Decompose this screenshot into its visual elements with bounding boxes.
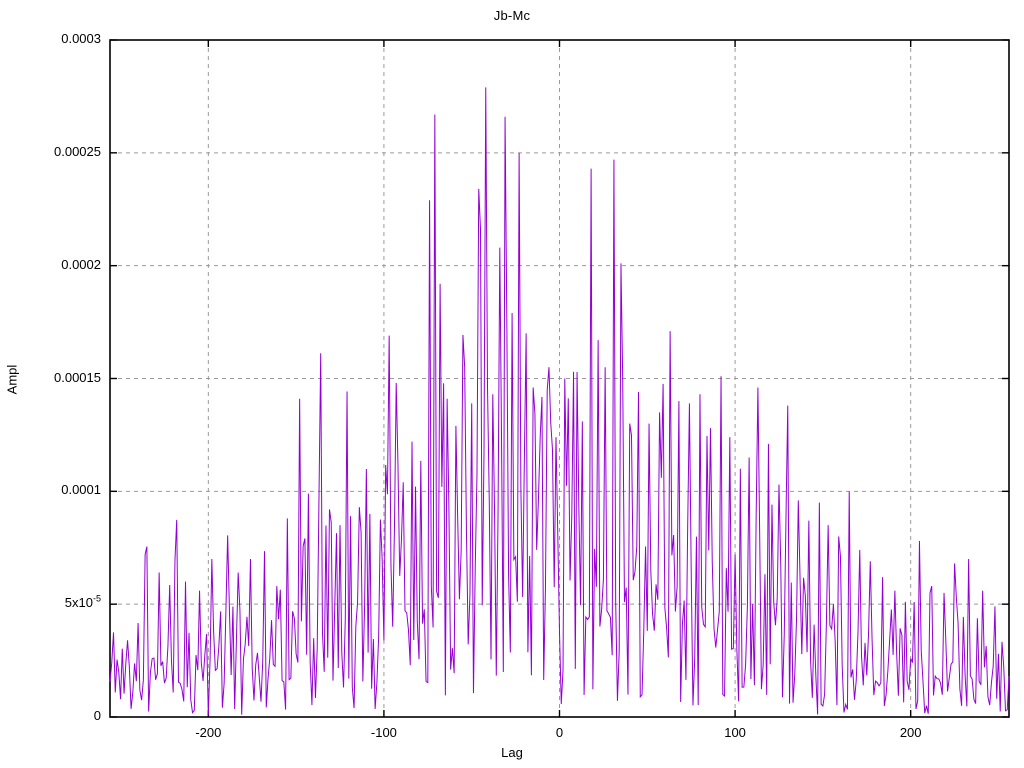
y-tick-label: 5x10-5 xyxy=(64,593,101,611)
x-tick-label: -200 xyxy=(195,725,222,740)
y-tick-label: 0.00015 xyxy=(54,369,101,385)
y-tick-label: 0.0002 xyxy=(61,256,101,272)
y-tick-label: 0.0001 xyxy=(61,482,101,498)
x-tick-label: 0 xyxy=(555,725,564,740)
x-axis-label: Lag xyxy=(501,745,523,760)
x-tick-label: -100 xyxy=(370,725,397,740)
x-tick-label: 200 xyxy=(899,725,922,740)
plot-border xyxy=(109,39,1010,718)
chart-title: Jb-Mc xyxy=(493,8,531,23)
x-tick-label: 100 xyxy=(724,725,746,740)
y-axis-label: Ampl xyxy=(4,364,20,395)
y-tick-label: 0.0003 xyxy=(61,31,101,46)
y-tick-label: 0.00025 xyxy=(54,143,101,159)
y-tick-label: 0 xyxy=(93,708,101,723)
data-series-line xyxy=(109,87,1010,716)
